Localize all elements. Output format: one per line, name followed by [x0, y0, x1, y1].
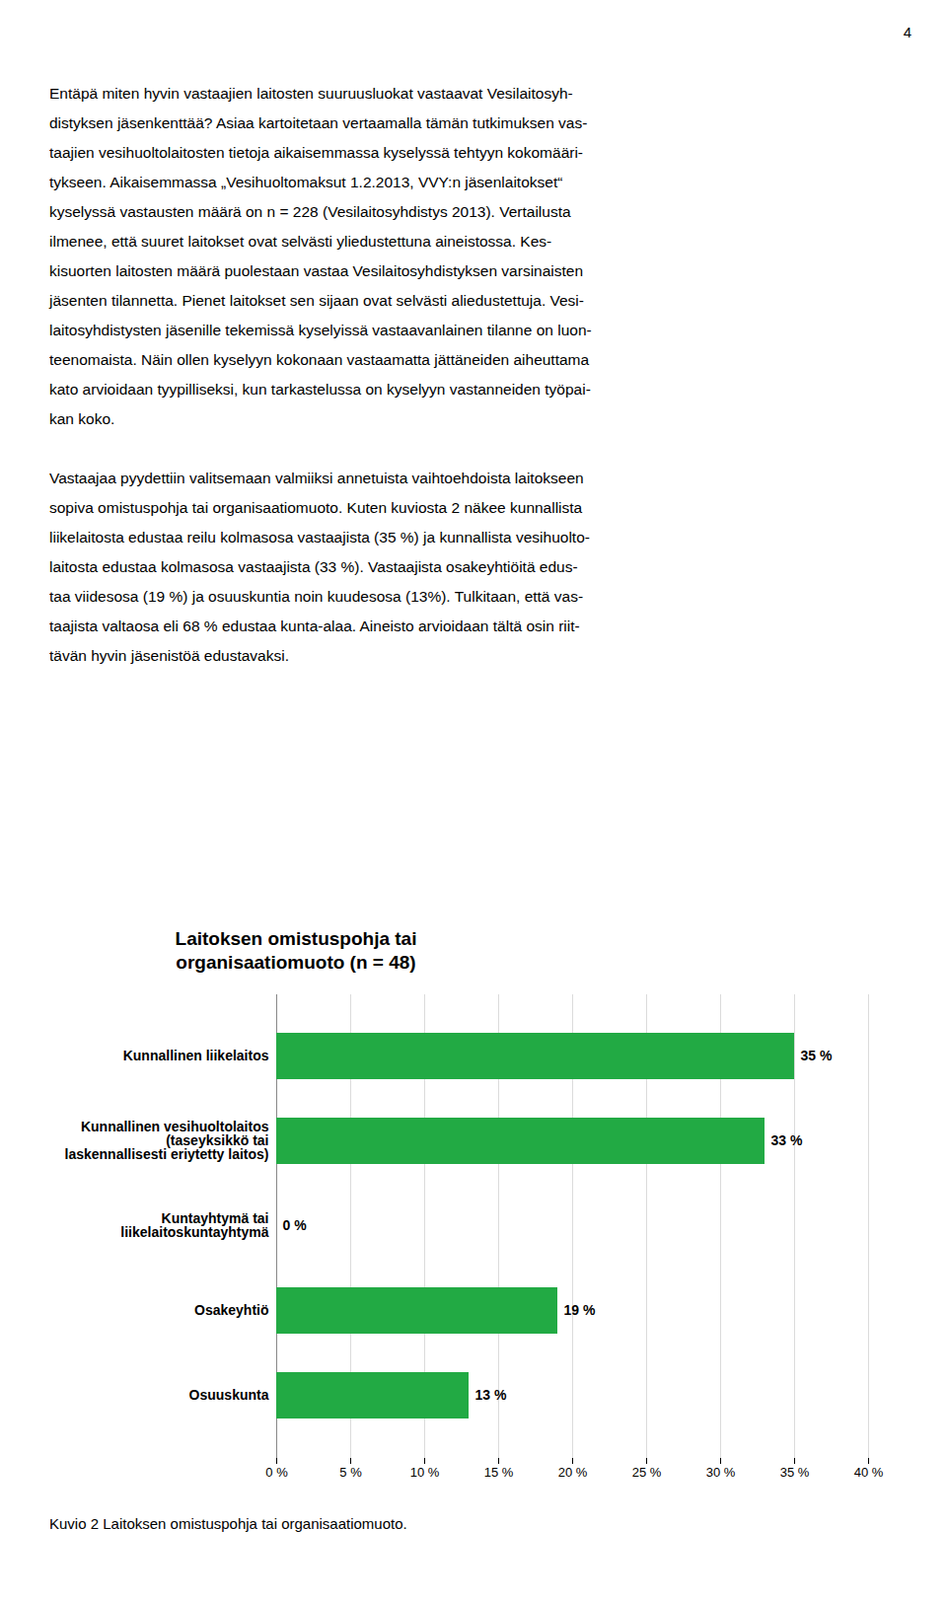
html-text:Entäpä miten hyvin vastaajien: Entäpä miten hyvin vastaajien laitosten …	[49, 84, 573, 102]
html-text:taajien vesihuoltolaitosten ti: taajien vesihuoltolaitosten tietoja aika…	[49, 144, 583, 161]
html-text:kyselyssä vastausten määrä on: kyselyssä vastausten määrä on n = 228 (V…	[49, 203, 571, 220]
html-text:Laitoksen omistuspohja tai: Laitoksen omistuspohja tai	[175, 928, 417, 949]
html-text:organisaatiomuoto (n = 48): organisaatiomuoto (n = 48)	[175, 951, 416, 973]
html-text:teenomaista. Näin ollen kysely: teenomaista. Näin ollen kyselyyn kokonaa…	[49, 351, 590, 368]
svg-text:Osuuskunta: Osuuskunta	[189, 1386, 270, 1403]
svg-text:5 %: 5 %	[339, 1464, 363, 1480]
html-text:kisuorten laitosten määrä puol: kisuorten laitosten määrä puolestaan vas…	[49, 262, 584, 280]
svg-text:Kunnallinen liikelaitos: Kunnallinen liikelaitos	[123, 1047, 270, 1064]
html-text:laitosta edustaa kolmasosa vas: laitosta edustaa kolmasosa vastaajista (…	[49, 558, 578, 576]
html-text:laitosyhdistysten jäsenille te: laitosyhdistysten jäsenille tekemissä ky…	[49, 321, 592, 339]
svg-text:35 %: 35 %	[780, 1464, 810, 1480]
svg-text:15 %: 15 %	[484, 1464, 514, 1480]
html-text:taajista valtaosa eli 68 % edu: taajista valtaosa eli 68 % edustaa kunta…	[49, 617, 580, 635]
svg-text:40 %: 40 %	[854, 1464, 884, 1480]
svg-text:Osakeyhtiö: Osakeyhtiö	[194, 1302, 269, 1318]
svg-text:25 %: 25 %	[632, 1464, 662, 1480]
html-text:taa viidesosa (19 %) ja osuusk: taa viidesosa (19 %) ja osuuskuntia noin…	[49, 587, 584, 605]
svg-text:Kunnallinen vesihuoltolaitos(t: Kunnallinen vesihuoltolaitos(taseyksikkö…	[65, 1118, 270, 1163]
html-text:distyksen jäsenkenttää? Asiaa: distyksen jäsenkenttää? Asiaa kartoiteta…	[49, 114, 588, 132]
html-text:Kuvio 2 Laitoksen omistuspohja: Kuvio 2 Laitoksen omistuspohja tai organ…	[49, 1515, 408, 1532]
svg-text:33 %: 33 %	[771, 1132, 803, 1149]
html-text:kan koko.: kan koko.	[49, 410, 115, 428]
svg-text:35 %: 35 %	[801, 1047, 833, 1064]
html-text:sopiva omistuspohja tai organi: sopiva omistuspohja tai organisaatiomuot…	[49, 499, 583, 516]
svg-text:20 %: 20 %	[558, 1464, 588, 1480]
html-text:jäsenten tilannetta. Pienet la: jäsenten tilannetta. Pienet laitokset se…	[49, 291, 584, 309]
svg-text:0 %: 0 %	[265, 1464, 289, 1480]
svg-text:10 %: 10 %	[410, 1464, 440, 1480]
html-text:kato arvioidaan tyypilliseksi,: kato arvioidaan tyypilliseksi, kun tarka…	[49, 380, 591, 398]
svg-text:19 %: 19 %	[564, 1302, 596, 1318]
html-text:Vastaajaa pyydettiin valitsema: Vastaajaa pyydettiin valitsemaan valmiik…	[49, 469, 584, 487]
svg-text:Kuntayhtymä tailiikelaitoskunt: Kuntayhtymä tailiikelaitoskuntayhtymä	[120, 1210, 269, 1240]
html-text:tävän hyvin jäsenistöä edustav: tävän hyvin jäsenistöä edustavaksi.	[49, 647, 290, 664]
html-text:ilmenee, että suuret laitokset: ilmenee, että suuret laitokset ovat selv…	[49, 232, 552, 250]
svg-text:0 %: 0 %	[283, 1217, 308, 1234]
svg-text:13 %: 13 %	[475, 1386, 508, 1403]
html-text:4: 4	[903, 23, 912, 41]
html-text:tykseen. Aikaisemmassa „Vesihu: tykseen. Aikaisemmassa „Vesihuoltomaksut…	[49, 173, 563, 191]
svg-text:30 %: 30 %	[706, 1464, 736, 1480]
html-text:liikelaitosta edustaa reilu ko: liikelaitosta edustaa reilu kolmasosa va…	[49, 528, 590, 546]
